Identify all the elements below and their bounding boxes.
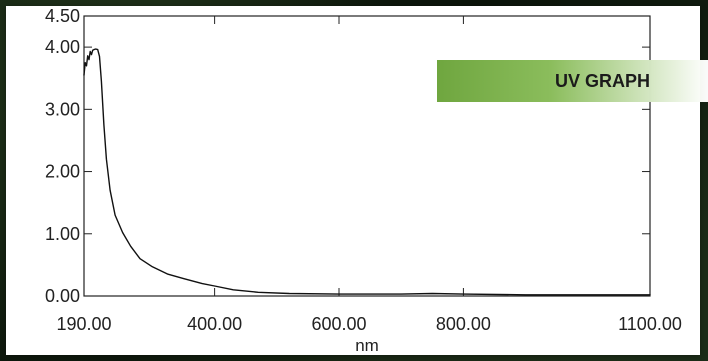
- uv-graph-badge: UV GRAPH: [437, 60, 708, 102]
- x-tick-label: 400.00: [187, 314, 242, 334]
- tick-labels-layer: 0.00 1.00 2.00 3.00 4.00 4.50 190.00 400.00 600.…: [45, 6, 682, 334]
- x-tick-label: 1100.00: [618, 314, 682, 334]
- plot-frame: [83, 15, 651, 297]
- uv-graph-label: UV GRAPH: [554, 70, 650, 91]
- x-axis-label: nm: [355, 336, 379, 355]
- x-tick-label: 600.00: [311, 314, 366, 334]
- grid-layer: [83, 15, 651, 297]
- y-tick-label: 2.00: [45, 162, 80, 182]
- absorbance-line: [83, 48, 651, 296]
- y-tick-label: 3.00: [45, 99, 80, 119]
- ticks-layer: [83, 15, 651, 297]
- x-tick-label: 800.00: [436, 314, 491, 334]
- y-tick-label: 4.00: [45, 37, 80, 57]
- y-tick-label: 0.00: [45, 286, 80, 306]
- y-tick-label: 4.50: [45, 6, 80, 26]
- x-tick-label: 190.00: [56, 314, 111, 334]
- y-tick-label: 1.00: [45, 224, 80, 244]
